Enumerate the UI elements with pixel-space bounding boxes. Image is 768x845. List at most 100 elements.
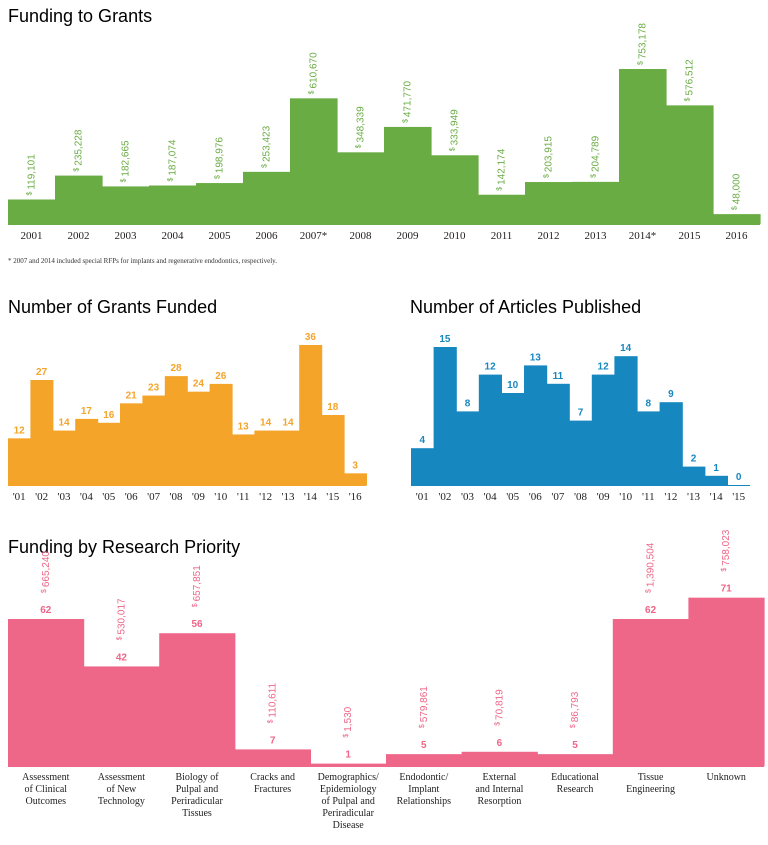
priority-count-label: 42 (116, 652, 128, 663)
grants-chart-title: Number of Grants Funded (8, 297, 217, 317)
grants-tick-label: '14 (304, 491, 317, 503)
priority-bar (159, 633, 236, 766)
articles-tick-label: '09 (597, 491, 610, 503)
grants-value-label: 16 (103, 410, 115, 421)
funding-bar (8, 199, 56, 224)
priority-category-label: External and Internal Resorption (475, 772, 523, 807)
grants-value-label: 18 (327, 402, 339, 413)
funding-bar (478, 194, 526, 224)
funding-bar (290, 98, 338, 224)
funding-bar (619, 69, 667, 224)
funding-bar (55, 175, 103, 224)
priority-bar (386, 754, 463, 766)
priority-category-label: Demographics/Epidemiology of Pulpal and Pe… (318, 772, 379, 831)
grants-tick-label: '08 (170, 491, 183, 503)
articles-tick-label: '07 (551, 491, 564, 503)
priority-bar (234, 749, 311, 766)
priority-category-label: Assessment of Clinical Outcomes (22, 772, 69, 807)
funding-value-label: $ 119,101 (27, 154, 38, 196)
funding-tick-label: 2001 (21, 230, 43, 242)
grants-bar (120, 403, 143, 485)
priority-category-label: Cracks and Fractures (250, 772, 295, 795)
footnote: * 2007 and 2014 included special RFPs fo… (8, 257, 277, 265)
articles-tick-label: '08 (574, 491, 587, 503)
articles-bar (704, 475, 728, 485)
funding-value-label: $ 348,339 (356, 106, 367, 148)
funding-tick-label: 2006 (256, 230, 279, 242)
articles-value-label: 0 (736, 472, 742, 483)
funding-chart-title: Funding to Grants (8, 6, 152, 26)
grants-tick-label: '01 (13, 491, 26, 503)
articles-value-label: 1 (713, 463, 719, 474)
funding-chart: $ 119,101 2001 $ 235,228 2002 $ 182,665 2003 $… (8, 23, 761, 242)
articles-bar (614, 356, 638, 485)
funding-bar (243, 171, 291, 224)
funding-bar (713, 214, 761, 224)
grants-value-label: 3 (352, 460, 358, 471)
grants-tick-label: '06 (125, 491, 138, 503)
funding-value-label: $ 182,665 (121, 140, 132, 182)
priority-count-label: 6 (497, 738, 503, 749)
priority-bar (537, 754, 614, 766)
articles-tick-label: '12 (664, 491, 677, 503)
priority-count-label: 1 (345, 750, 351, 761)
funding-bar (431, 155, 479, 224)
articles-value-label: 2 (691, 454, 697, 465)
priority-funding-label: $ 1,390,504 (646, 542, 657, 593)
grants-bar (209, 383, 233, 485)
grants-tick-label: '05 (102, 491, 115, 503)
articles-tick-label: '04 (484, 491, 497, 503)
priority-funding-label: $ 665,240 (41, 551, 52, 593)
funding-value-label: $ 333,949 (450, 109, 461, 151)
funding-bar (196, 183, 244, 224)
articles-value-label: 14 (620, 343, 632, 354)
grants-bar (187, 391, 211, 485)
grants-value-label: 14 (282, 418, 294, 429)
articles-tick-label: '06 (529, 491, 542, 503)
priority-funding-label: $ 758,023 (721, 529, 732, 571)
grants-bar (232, 434, 255, 485)
grants-bar (344, 473, 367, 485)
grants-value-label: 13 (238, 421, 250, 432)
grants-chart: 12 '01 27 '02 14 '03 17 '04 16 '05 21 '06 23 '07 28 '08… (8, 332, 367, 503)
grants-bar (321, 415, 345, 485)
grants-value-label: 27 (36, 367, 48, 378)
articles-tick-label: '02 (438, 491, 451, 503)
priority-bar (8, 619, 85, 766)
funding-tick-label: 2015 (679, 230, 702, 242)
funding-value-label: $ 142,174 (497, 148, 508, 190)
articles-bar (682, 466, 706, 485)
priority-bar (688, 597, 765, 766)
funding-value-label: $ 203,915 (544, 136, 555, 178)
funding-tick-label: 2016 (726, 230, 749, 242)
grants-bar (164, 376, 188, 485)
funding-bar (572, 181, 620, 224)
funding-value-label: $ 471,770 (403, 80, 414, 122)
articles-bar (501, 393, 525, 485)
funding-bar (102, 186, 150, 224)
grants-tick-label: '04 (80, 491, 93, 503)
articles-value-label: 7 (578, 408, 584, 419)
priority-count-label: 62 (645, 605, 657, 616)
articles-value-label: 12 (485, 362, 497, 373)
funding-value-label: $ 576,512 (685, 59, 696, 101)
funding-value-label: $ 253,423 (262, 125, 273, 167)
priority-chart: 62 $ 665,240 Assessment of Clinical Outcomes… (8, 529, 765, 831)
grants-value-label: 21 (126, 390, 138, 401)
articles-value-label: 11 (553, 371, 564, 382)
grants-tick-label: '16 (349, 491, 362, 503)
priority-funding-label: $ 530,017 (116, 598, 127, 640)
articles-chart-title: Number of Articles Published (410, 297, 641, 317)
grants-tick-label: '07 (147, 491, 160, 503)
priority-category-label: Endodontic/Implant Relationships (397, 772, 452, 807)
grants-value-label: 17 (81, 406, 93, 417)
priority-bar (310, 763, 387, 766)
grants-value-label: 24 (193, 379, 205, 390)
grants-bar (254, 430, 278, 485)
articles-bar (591, 374, 615, 485)
priority-funding-label: $ 86,793 (570, 691, 581, 728)
funding-tick-label: 2005 (209, 230, 232, 242)
articles-tick-label: '11 (642, 491, 655, 503)
articles-tick-label: '03 (461, 491, 474, 503)
grants-bar (142, 395, 166, 485)
